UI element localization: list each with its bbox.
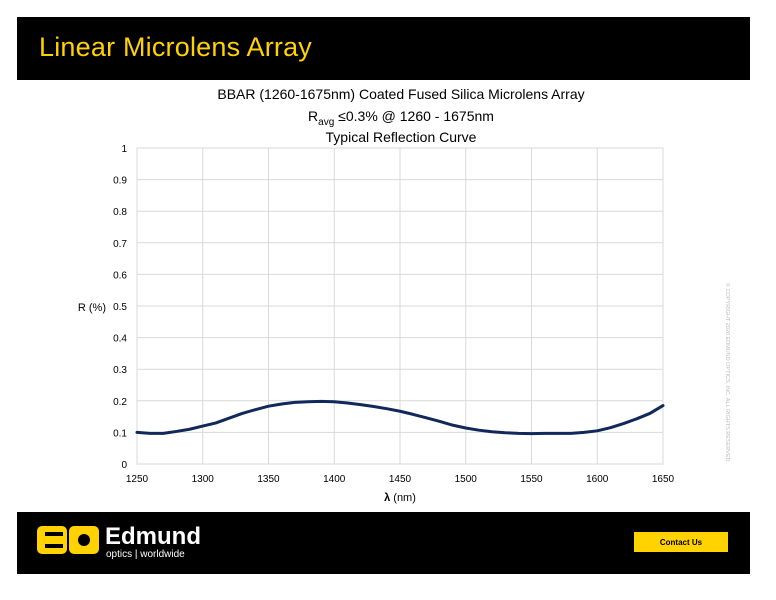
logo-wordmark: Edmund	[105, 523, 201, 550]
plot-area-border	[136, 147, 664, 465]
y-tick-label: 0.9	[113, 176, 127, 187]
edmund-optics-logo[interactable]: Edmund optics | worldwide	[35, 520, 235, 560]
logo-tagline: optics | worldwide	[106, 549, 185, 560]
x-tick-label: 1650	[652, 474, 675, 485]
footer-bar: Edmund optics | worldwide Contact Us	[17, 512, 750, 574]
contact-us-button[interactable]: Contact Us	[634, 532, 728, 552]
y-axis-ticks: 0 0.1 0.2 0.3 0.4 0.5 0.6 0.7 0.8 0.9 1	[113, 144, 127, 471]
copyright-notice: © COPYRIGHT 2020 EDMUND OPTICS, INC. ALL…	[724, 283, 731, 461]
chart-title-subscript: avg	[318, 117, 334, 128]
y-axis-label: R (%)	[78, 302, 106, 314]
y-tick-label: 0.4	[113, 334, 127, 345]
x-tick-label: 1250	[126, 474, 149, 485]
x-axis-ticks: 1250 1300 1350 1400 1450 1500 1550 1600 1650	[126, 474, 675, 485]
chart-title-line-1: BBAR (1260-1675nm) Coated Fused Silica M…	[217, 86, 584, 102]
x-tick-label: 1600	[586, 474, 609, 485]
y-tick-label: 0.8	[113, 207, 127, 218]
reflection-curve	[135, 399, 665, 436]
chart-grid	[136, 147, 664, 465]
x-axis-label-unit: (nm)	[390, 492, 416, 504]
page-title: Linear Microlens Array	[39, 32, 313, 62]
x-axis-label: λ (nm)	[384, 492, 416, 504]
y-tick-label: 0.5	[113, 302, 127, 313]
chart-title-line-2: Ravg ≤0.3% @ 1260 - 1675nm	[308, 108, 494, 128]
x-tick-label: 1450	[389, 474, 412, 485]
x-tick-label: 1350	[257, 474, 280, 485]
x-tick-label: 1400	[323, 474, 346, 485]
x-tick-label: 1550	[520, 474, 543, 485]
y-tick-label: 0.7	[113, 239, 127, 250]
x-tick-label: 1300	[192, 474, 215, 485]
chart-title-r: R	[308, 108, 318, 124]
y-tick-label: 1	[121, 144, 127, 155]
y-tick-label: 0.2	[113, 397, 127, 408]
y-tick-label: 0	[121, 460, 127, 471]
page-frame: Linear Microlens Array Edmund optics | w…	[17, 17, 750, 574]
header-bar: Linear Microlens Array	[17, 17, 750, 80]
y-tick-label: 0.3	[113, 365, 127, 376]
x-tick-label: 1500	[455, 474, 478, 485]
chart-title-line-3: Typical Reflection Curve	[326, 129, 477, 145]
y-tick-label: 0.6	[113, 270, 127, 281]
x-axis-label-symbol: λ	[384, 492, 390, 504]
y-tick-label: 0.1	[113, 428, 127, 439]
chart-title-rest: ≤0.3% @ 1260 - 1675nm	[334, 108, 494, 124]
